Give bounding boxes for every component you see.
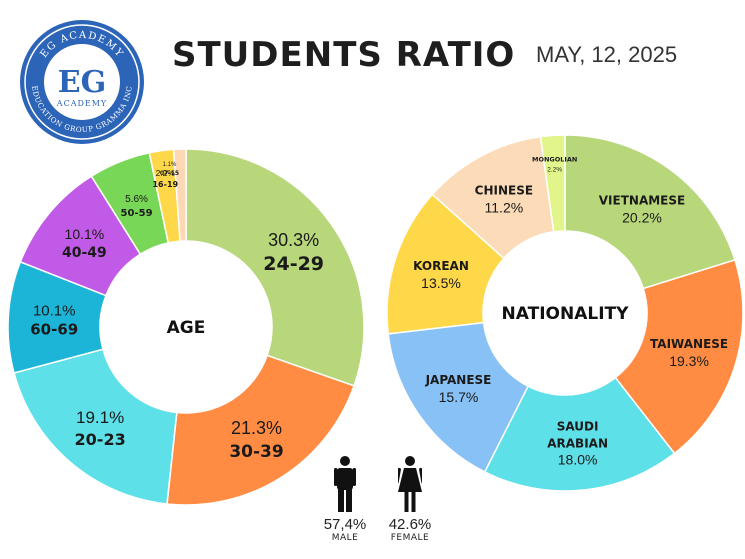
- female-person-icon: [395, 456, 425, 512]
- center-label: AGE: [167, 318, 206, 338]
- slice-label-16-19: 16-19: [152, 180, 178, 189]
- slice-value-chinese: 11.2%: [485, 200, 524, 216]
- slice-label-vietnamese: VIETNAMESE: [599, 194, 685, 208]
- slice-label-saudi-arabian: ARABIAN: [547, 436, 608, 450]
- slice-label-20-23: 20-23: [75, 430, 126, 449]
- slice-value-20-23: 19.1%: [76, 408, 124, 427]
- slice-vietnamese: [564, 134, 736, 290]
- slice-label-japanese: JAPANESE: [425, 373, 492, 387]
- slice-label-saudi-arabian: SAUDI: [557, 419, 599, 433]
- slice-mongolian: [539, 134, 566, 233]
- slice-value-japanese: 15.7%: [439, 389, 479, 405]
- page-title: STUDENTS RATIO: [172, 35, 516, 75]
- slice-07-15: [172, 148, 187, 243]
- female-label: FEMALE: [390, 533, 430, 543]
- slice-value-16-19: 2.2%: [156, 168, 176, 178]
- slice-24-29: [185, 148, 365, 387]
- slice-label-chinese: CHINESE: [475, 184, 533, 198]
- slice-label-50-59: 50-59: [121, 208, 153, 219]
- slice-value-07-15: 1.1%: [163, 162, 177, 168]
- male-person-icon: [334, 456, 356, 512]
- slice-value-vietnamese: 20.2%: [622, 210, 662, 226]
- slice-label-60-69: 60-69: [30, 321, 78, 339]
- slice-value-mongolian: 2.2%: [547, 166, 562, 173]
- slice-saudi-arabian: [483, 376, 676, 492]
- male-label: MALE: [331, 533, 359, 543]
- male-percent: 57,4%: [323, 516, 367, 533]
- slice-label-mongolian: MONGOLIAN: [532, 155, 577, 163]
- slice-value-taiwanese: 19.3%: [669, 353, 709, 369]
- female-percent: 42.6%: [388, 516, 432, 533]
- slice-label-24-29: 24-29: [263, 253, 324, 275]
- slice-value-24-29: 30.3%: [268, 230, 319, 250]
- center-label: NATIONALITY: [502, 304, 630, 324]
- slice-value-60-69: 10.1%: [33, 303, 76, 320]
- slice-value-50-59: 5.6%: [125, 194, 148, 205]
- slice-value-30-39: 21.3%: [231, 418, 282, 438]
- slice-value-saudi-arabian: 18.0%: [558, 451, 598, 467]
- logo-sub-text: ACADEMY: [56, 99, 107, 108]
- female-stat: 42.6% FEMALE: [380, 456, 440, 543]
- slice-label-korean: KOREAN: [413, 259, 469, 273]
- slice-value-korean: 13.5%: [421, 275, 461, 291]
- slice-taiwanese: [614, 258, 744, 455]
- slice-label-30-39: 30-39: [229, 442, 283, 462]
- slice-value-40-49: 10.1%: [65, 226, 105, 242]
- male-stat: 57,4% MALE: [318, 456, 372, 543]
- slice-label-taiwanese: TAIWANESE: [650, 337, 728, 351]
- slice-japanese: [387, 321, 530, 473]
- report-date: MAY, 12, 2025: [536, 42, 678, 67]
- nationality-donut-chart: VIETNAMESE 20.2% TAIWANESE 19.3% SAUDI ARABIA…: [386, 134, 744, 492]
- slice-label-40-49: 40-49: [62, 245, 107, 261]
- logo-main-text: EG: [58, 65, 107, 100]
- slice-20-23: [13, 348, 178, 505]
- slice-30-39: [166, 354, 355, 506]
- eg-academy-logo: EG ACADEMY EDUCATION GROUP GRAMMA INC EG…: [20, 20, 144, 144]
- slice-label-07-15: 07-15: [160, 170, 179, 177]
- age-donut-chart: 30.3%24-2921.3%30-3919.1%20-2310.1%60-69…: [7, 148, 365, 506]
